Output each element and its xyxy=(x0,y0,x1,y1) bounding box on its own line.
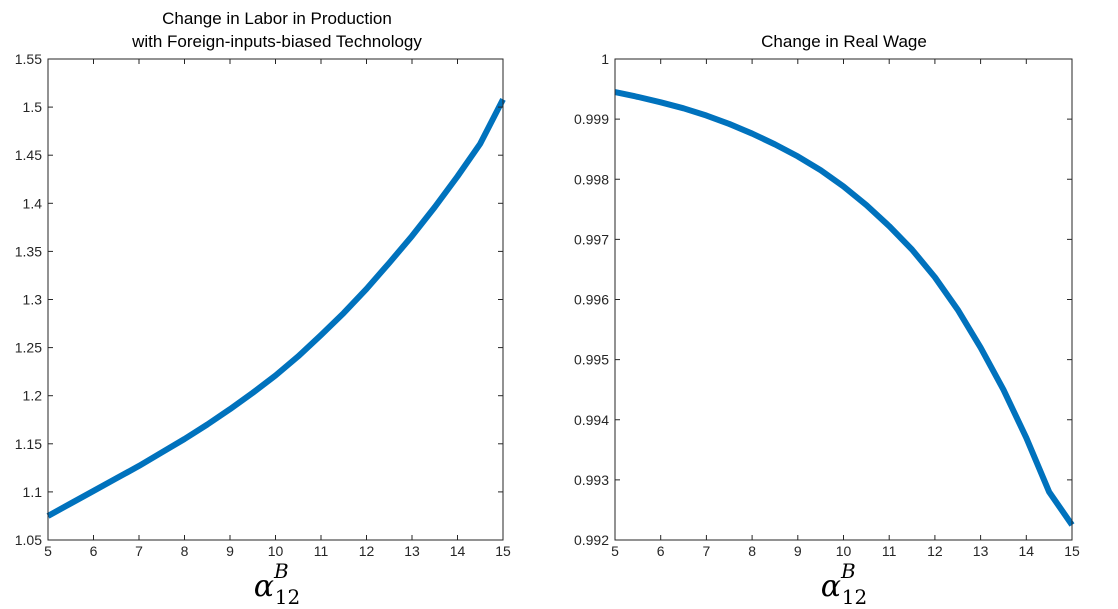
chart-left-xlabel-sup: B xyxy=(273,559,289,583)
chart-left-xtick-label-7: 12 xyxy=(359,543,375,559)
chart-left-xtick-label-2: 7 xyxy=(135,543,143,559)
chart-left-ytick-label-5: 1.3 xyxy=(23,292,43,308)
chart-right-xlabel-sub: 12 xyxy=(842,585,867,609)
chart-left-axes-box xyxy=(47,58,504,541)
chart-right-xlabel-sup: B xyxy=(840,559,856,583)
chart-left-ytick-label-10: 1.55 xyxy=(15,51,42,67)
chart-right-xtick-label-2: 7 xyxy=(703,543,711,559)
chart-right-ytick-label-7: 0.999 xyxy=(574,111,609,127)
chart-left-xtick-label-5: 10 xyxy=(268,543,284,559)
chart-left-xtick-label-6: 11 xyxy=(314,543,329,559)
chart-left-ytick-label-7: 1.4 xyxy=(23,195,43,211)
chart-right-ytick-label-5: 0.997 xyxy=(574,231,609,247)
chart-left-series-line-0 xyxy=(46,98,506,519)
chart-right-ytick-label-1: 0.993 xyxy=(574,472,609,488)
chart-right-ytick-label-4: 0.996 xyxy=(574,292,609,308)
chart-left-xtick-label-0: 5 xyxy=(44,543,52,559)
chart-right-ytick-label-3: 0.995 xyxy=(574,352,609,368)
chart-left-ytick-label-8: 1.45 xyxy=(15,147,42,163)
chart-left-xlabel-base: α xyxy=(254,569,274,604)
chart-right-ytick-label-0: 0.992 xyxy=(574,532,609,548)
chart-right-ytick-label-6: 0.998 xyxy=(574,171,609,187)
chart-right-plot-area: 5 6 7 8 9 10 11 12 13 14 15 0.992 0.993 0.994 0.995 0.9… xyxy=(574,51,1080,559)
chart-right-xtick-label-3: 8 xyxy=(748,543,756,559)
chart-left-xlabel-sub: 12 xyxy=(275,585,300,609)
chart-left-xtick-label-10: 15 xyxy=(495,543,511,559)
chart-right-xtick-label-4: 9 xyxy=(794,543,802,559)
chart-right: Change in Real Wage 5 6 7 8 9 10 11 12 13 14 15 0.9… xyxy=(574,32,1080,609)
chart-left-ytick-label-2: 1.15 xyxy=(15,436,42,452)
chart-right-axes-box xyxy=(614,58,1073,541)
chart-right-xtick-label-5: 10 xyxy=(836,543,852,559)
chart-left-title-line-1: Change in Labor in Production xyxy=(162,9,392,28)
chart-right-ytick-label-8: 1 xyxy=(601,51,609,67)
chart-right-xtick-label-6: 11 xyxy=(882,543,897,559)
chart-left-plot-area: 5 6 7 8 9 10 11 12 13 14 15 1.05 1.1 1.15 1.2 1.25 1.3 1.… xyxy=(15,51,511,559)
chart-right-xtick-label-0: 5 xyxy=(611,543,619,559)
chart-left-xtick-label-8: 13 xyxy=(404,543,420,559)
chart-left-xlabel: αB 12 xyxy=(254,559,300,609)
chart-left-ytick-label-1: 1.1 xyxy=(23,484,43,500)
chart-left-xtick-label-9: 14 xyxy=(450,543,466,559)
chart-left-xtick-label-3: 8 xyxy=(181,543,189,559)
chart-right-xtick-label-1: 6 xyxy=(657,543,665,559)
chart-left-ytick-label-4: 1.25 xyxy=(15,340,42,356)
chart-right-xtick-label-10: 15 xyxy=(1064,543,1080,559)
chart-left-xtick-label-4: 9 xyxy=(226,543,234,559)
chart-right-xtick-label-9: 14 xyxy=(1019,543,1035,559)
chart-right-xlabel-base: α xyxy=(821,569,841,604)
chart-right-xtick-label-7: 12 xyxy=(927,543,943,559)
chart-left-xtick-label-1: 6 xyxy=(90,543,98,559)
chart-left-title-line-2: with Foreign-inputs-biased Technology xyxy=(131,32,422,51)
chart-right-ytick-label-2: 0.994 xyxy=(574,412,609,428)
chart-right-series-line-0 xyxy=(614,89,1075,527)
chart-right-xtick-label-8: 13 xyxy=(973,543,989,559)
chart-left-ytick-label-0: 1.05 xyxy=(15,532,42,548)
chart-left-ytick-label-3: 1.2 xyxy=(23,388,43,404)
chart-left-ytick-label-6: 1.35 xyxy=(15,243,42,259)
chart-right-title-line-1: Change in Real Wage xyxy=(761,32,927,51)
chart-right-xlabel: αB 12 xyxy=(821,559,867,609)
chart-left: Change in Labor in Production with Forei… xyxy=(15,9,511,609)
chart-left-ytick-label-9: 1.5 xyxy=(23,99,43,115)
